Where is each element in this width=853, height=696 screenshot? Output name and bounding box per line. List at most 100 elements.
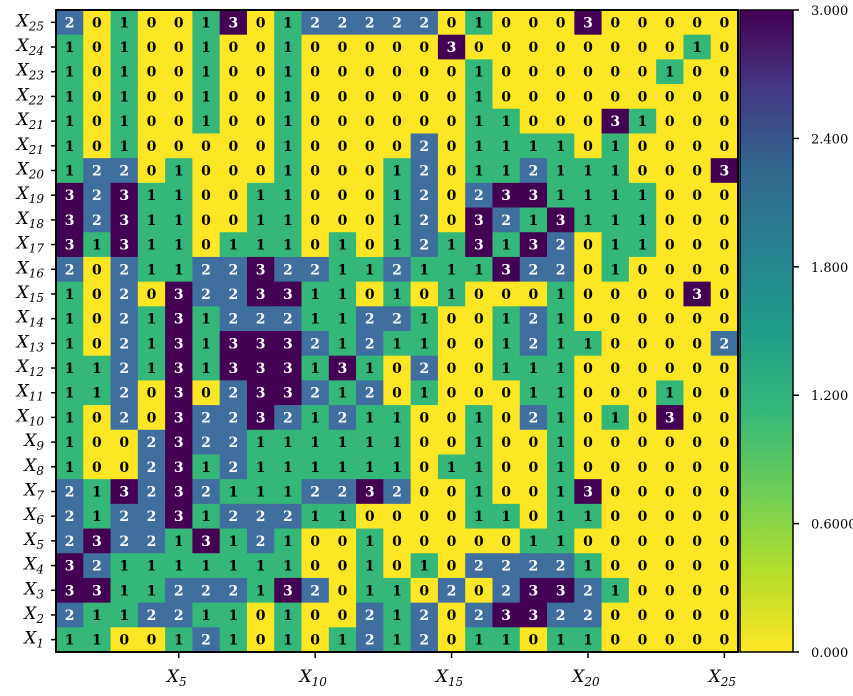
cell-value-label: 1 bbox=[147, 213, 157, 229]
cell-value-label: 1 bbox=[283, 89, 293, 105]
cell-value-label: 0 bbox=[447, 336, 457, 352]
cell-value-label: 1 bbox=[228, 559, 238, 575]
cell-value-label: 3 bbox=[174, 336, 184, 352]
heatmap-cell bbox=[656, 34, 684, 60]
heatmap-cell bbox=[192, 479, 221, 505]
cell-value-label: 0 bbox=[719, 287, 729, 303]
cell-value-label: 1 bbox=[310, 435, 320, 451]
cell-value-label: 1 bbox=[256, 238, 266, 254]
heatmap-cell bbox=[274, 528, 302, 554]
cell-value-label: 2 bbox=[256, 509, 266, 525]
cell-value-label: 1 bbox=[501, 139, 511, 155]
heatmap-cell bbox=[683, 59, 712, 85]
heatmap-cell bbox=[165, 602, 193, 628]
heatmap-cell bbox=[628, 528, 657, 554]
heatmap-cell bbox=[601, 380, 630, 406]
cell-value-label: 0 bbox=[665, 262, 675, 278]
cell-value-label: 3 bbox=[283, 287, 293, 303]
cell-value-label: 0 bbox=[501, 386, 511, 402]
cell-value-label: 0 bbox=[256, 164, 266, 180]
cell-value-label: 0 bbox=[338, 559, 348, 575]
heatmap-cell bbox=[656, 602, 684, 628]
cell-value-label: 1 bbox=[174, 534, 184, 550]
heatmap-cell bbox=[246, 355, 275, 381]
heatmap-cell bbox=[246, 503, 275, 529]
heatmap-cell bbox=[410, 232, 439, 258]
heatmap-cell bbox=[437, 553, 466, 579]
cell-value-label: 2 bbox=[283, 262, 293, 278]
cell-value-label: 2 bbox=[256, 312, 266, 328]
heatmap-cell bbox=[165, 355, 193, 381]
x-tick-label: X20 bbox=[570, 667, 600, 689]
cell-value-label: 1 bbox=[65, 435, 75, 451]
heatmap-cell bbox=[192, 232, 221, 258]
cell-value-label: 0 bbox=[365, 114, 375, 130]
cell-value-label: 0 bbox=[338, 213, 348, 229]
cell-value-label: 2 bbox=[556, 262, 566, 278]
heatmap-cell bbox=[519, 429, 548, 455]
heatmap-cell bbox=[601, 454, 630, 480]
heatmap-cell bbox=[219, 380, 248, 406]
heatmap-cell bbox=[465, 429, 493, 455]
heatmap-cell bbox=[356, 627, 384, 653]
cell-value-label: 0 bbox=[338, 89, 348, 105]
heatmap-cell bbox=[437, 232, 466, 258]
heatmap-cell bbox=[165, 281, 193, 307]
heatmap-cell bbox=[83, 182, 111, 208]
cell-value-label: 0 bbox=[692, 262, 702, 278]
y-tick-label: X4 bbox=[22, 555, 44, 577]
cell-value-label: 3 bbox=[65, 188, 75, 204]
heatmap-cell bbox=[356, 528, 384, 554]
heatmap-cell bbox=[437, 133, 466, 159]
heatmap-cell bbox=[628, 10, 657, 36]
heatmap-cell bbox=[301, 454, 330, 480]
cell-value-label: 0 bbox=[147, 114, 157, 130]
heatmap-cell bbox=[110, 479, 139, 505]
y-tick-label: X20 bbox=[15, 160, 45, 182]
heatmap-cell bbox=[574, 331, 602, 357]
cell-value-label: 1 bbox=[283, 139, 293, 155]
cell-value-label: 0 bbox=[719, 435, 729, 451]
heatmap-cell bbox=[492, 108, 521, 134]
heatmap-cell bbox=[492, 355, 521, 381]
heatmap-cell bbox=[410, 256, 439, 283]
heatmap-cell bbox=[165, 405, 193, 431]
cell-value-label: 1 bbox=[474, 164, 484, 180]
heatmap-cell bbox=[465, 133, 493, 159]
heatmap-cell bbox=[492, 306, 521, 332]
heatmap-cell bbox=[328, 503, 357, 529]
cell-value-label: 2 bbox=[147, 608, 157, 624]
cell-value-label: 0 bbox=[474, 336, 484, 352]
cell-value-label: 3 bbox=[610, 114, 620, 130]
colorbar-tick-label: 0.6000 bbox=[811, 518, 853, 533]
cell-value-label: 2 bbox=[119, 287, 129, 303]
heatmap-cell bbox=[356, 503, 384, 529]
heatmap-cell bbox=[601, 133, 630, 159]
cell-value-label: 0 bbox=[447, 559, 457, 575]
cell-value-label: 0 bbox=[501, 40, 511, 56]
cell-value-label: 0 bbox=[392, 65, 402, 81]
cell-value-label: 2 bbox=[392, 485, 402, 501]
cell-value-label: 0 bbox=[719, 583, 729, 599]
heatmap-cell bbox=[547, 207, 575, 233]
heatmap-cell bbox=[356, 405, 384, 431]
heatmap-cell bbox=[574, 232, 602, 258]
heatmap-cell bbox=[547, 182, 575, 208]
cell-value-label: 1 bbox=[583, 336, 593, 352]
heatmap-cell bbox=[56, 577, 84, 604]
heatmap-cell bbox=[110, 355, 139, 381]
cell-value-label: 0 bbox=[610, 460, 620, 476]
heatmap-cell bbox=[656, 405, 684, 431]
cell-value-label: 2 bbox=[529, 164, 539, 180]
cell-value-label: 0 bbox=[692, 485, 702, 501]
cell-value-label: 1 bbox=[501, 114, 511, 130]
heatmap-cell bbox=[656, 256, 684, 283]
heatmap-cell bbox=[437, 577, 466, 604]
cell-value-label: 0 bbox=[719, 114, 729, 130]
cell-value-label: 1 bbox=[310, 460, 320, 476]
heatmap-cell bbox=[601, 59, 630, 85]
cell-value-label: 1 bbox=[174, 559, 184, 575]
cell-value-label: 2 bbox=[419, 238, 429, 254]
cell-value-label: 0 bbox=[665, 336, 675, 352]
cell-value-label: 0 bbox=[665, 139, 675, 155]
